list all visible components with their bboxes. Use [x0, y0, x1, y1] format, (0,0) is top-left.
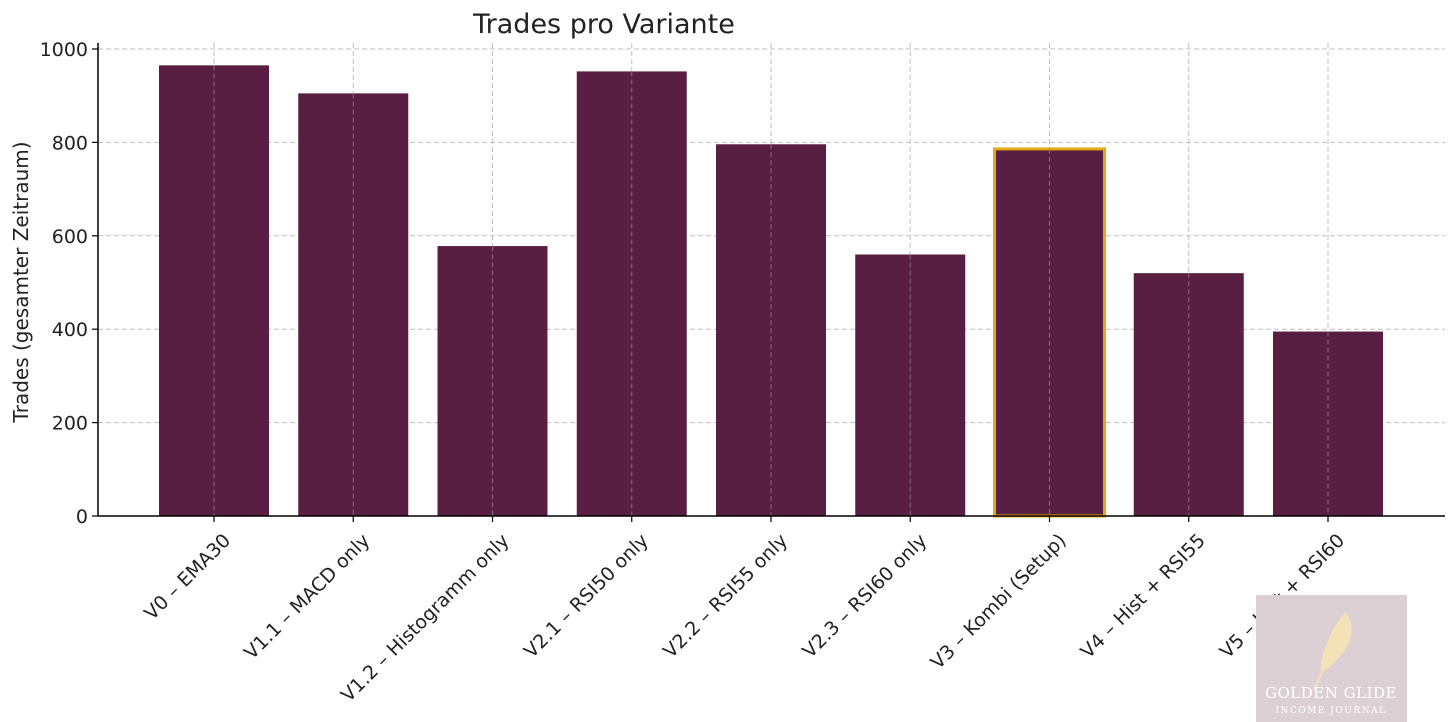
y-tick-labels: 0 200 400 600 800 1000 — [40, 39, 88, 528]
x-tick-label: V4 – Hist + RSI55 — [1077, 530, 1210, 663]
axes — [92, 43, 1445, 522]
feather-icon — [1313, 612, 1352, 691]
y-tick-label: 0 — [76, 506, 88, 528]
x-tick-label: V3 – Kombi (Setup) — [927, 530, 1071, 674]
x-tick-label: V2.2 – RSI55 only — [659, 530, 792, 663]
chart-title: Trades pro Variante — [472, 9, 735, 40]
watermark-title: GOLDEN GLIDE — [1265, 684, 1397, 702]
y-axis-label: Trades (gesamter Zeitraum) — [9, 141, 33, 423]
y-tick-label: 600 — [52, 226, 88, 248]
watermark-logo: GOLDEN GLIDE INCOME JOURNAL — [1256, 595, 1407, 722]
y-tick-label: 1000 — [40, 39, 88, 61]
y-tick-label: 200 — [52, 413, 88, 435]
y-tick-label: 400 — [52, 319, 88, 341]
watermark-subtitle: INCOME JOURNAL — [1275, 706, 1386, 716]
y-tick-label: 800 — [52, 132, 88, 154]
x-tick-label: V0 – EMA30 — [140, 530, 235, 625]
x-tick-label: V1.1 – MACD only — [240, 530, 374, 664]
x-tick-label: V2.1 – RSI50 only — [520, 530, 653, 663]
x-tick-label: V2.3 – RSI60 only — [798, 530, 931, 663]
